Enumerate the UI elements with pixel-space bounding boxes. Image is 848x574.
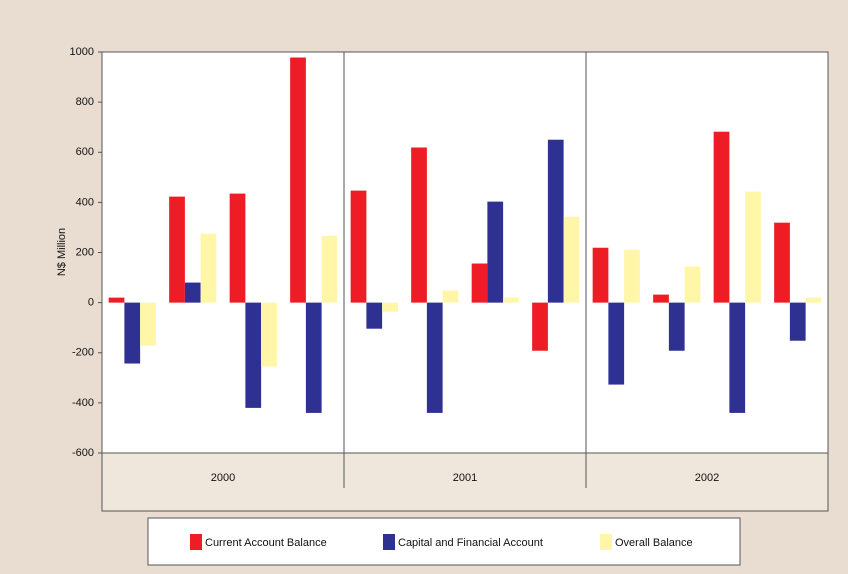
bar xyxy=(503,297,519,303)
bar xyxy=(382,302,398,312)
legend-swatch xyxy=(190,534,202,550)
bar xyxy=(245,302,262,408)
y-tick-label: 0 xyxy=(88,297,94,309)
bar xyxy=(774,222,790,303)
legend-swatch xyxy=(600,534,612,550)
legend-label: Capital and Financial Account xyxy=(398,537,543,549)
bar xyxy=(411,147,427,303)
bar xyxy=(350,190,367,303)
y-tick-label: -400 xyxy=(72,397,94,409)
bar xyxy=(487,201,504,303)
bar xyxy=(789,302,806,341)
bar xyxy=(108,297,125,303)
bar xyxy=(200,233,217,303)
bar xyxy=(624,249,640,303)
bar xyxy=(290,57,306,303)
y-tick-label: 400 xyxy=(76,196,94,208)
group-label: 2002 xyxy=(695,472,719,484)
bar xyxy=(124,302,141,364)
y-tick-label: -600 xyxy=(72,447,94,459)
group-axis xyxy=(101,452,829,512)
bar xyxy=(442,290,459,303)
bar xyxy=(321,235,338,303)
bar xyxy=(184,282,201,303)
bar xyxy=(261,302,277,367)
bar xyxy=(653,294,669,303)
bar xyxy=(713,131,730,303)
legend-swatch xyxy=(383,534,395,550)
legend-label: Current Account Balance xyxy=(205,537,327,549)
y-tick-label: 1000 xyxy=(70,46,94,58)
bar xyxy=(592,247,609,303)
bar xyxy=(608,302,625,385)
bar xyxy=(305,302,322,413)
legend-label: Overall Balance xyxy=(615,537,693,549)
group-label: 2000 xyxy=(211,472,235,484)
y-tick-label: 200 xyxy=(76,246,94,258)
bar xyxy=(745,191,761,303)
bar xyxy=(169,196,185,303)
y-tick-label: 600 xyxy=(76,146,94,158)
y-tick-label: -200 xyxy=(72,347,94,359)
bar xyxy=(563,216,580,303)
bar xyxy=(471,263,488,303)
bar xyxy=(729,302,746,413)
bar xyxy=(140,302,156,346)
y-axis-label: N$ Million xyxy=(56,228,68,276)
plot-area xyxy=(101,51,829,454)
bar xyxy=(366,302,383,329)
bar xyxy=(684,266,701,303)
y-tick-label: 800 xyxy=(76,96,94,108)
legend xyxy=(147,517,741,566)
group-label: 2001 xyxy=(453,472,477,484)
bar xyxy=(547,139,564,303)
bar xyxy=(668,302,685,351)
bar xyxy=(805,297,822,303)
bar xyxy=(426,302,443,413)
bar xyxy=(229,193,246,303)
bar xyxy=(532,302,548,351)
